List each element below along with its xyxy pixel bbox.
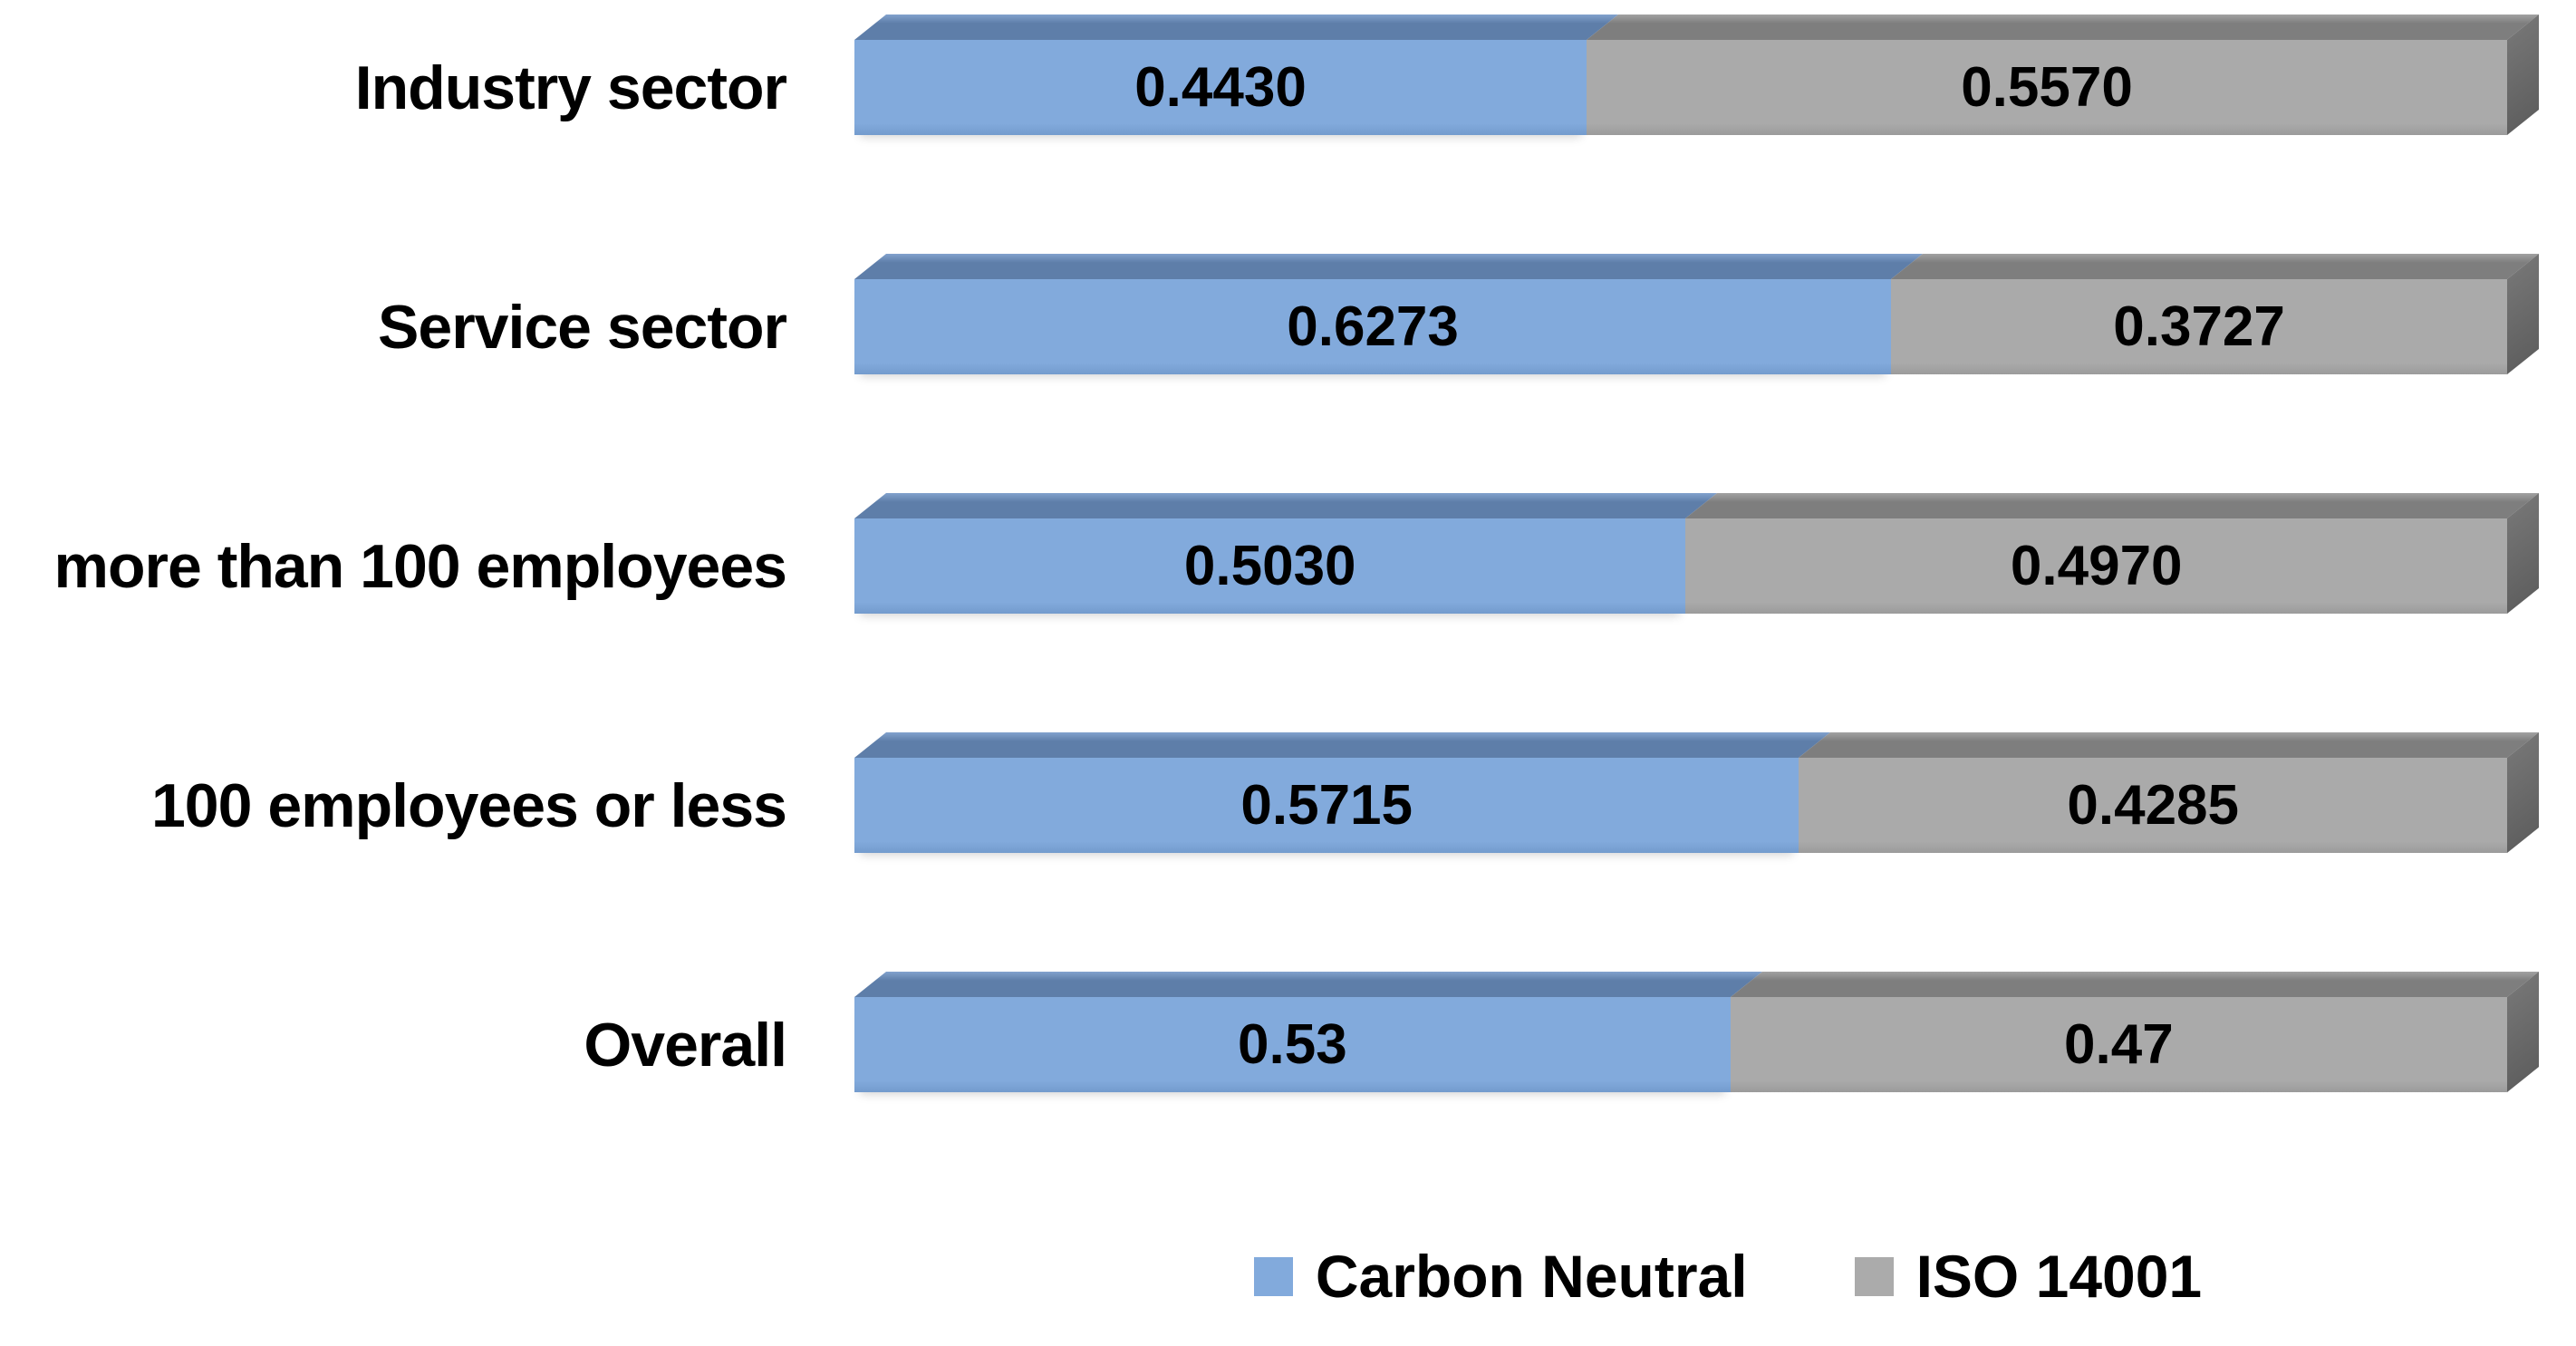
legend-label-iso-14001: ISO 14001	[1915, 1243, 2203, 1310]
segment-top-face	[1799, 732, 2539, 758]
value-label: 0.53	[1238, 1013, 1347, 1076]
category-label: Service sector	[378, 292, 787, 362]
segment-top-face	[854, 493, 1718, 518]
chart-legend: Carbon Neutral ISO 14001	[902, 1242, 2554, 1311]
value-label: 0.4285	[2067, 774, 2240, 837]
bar-row: Service sector 0.6273 0.3727	[0, 253, 2576, 374]
segment-iso-14001: 0.4285	[1799, 731, 2539, 853]
segment-top-face	[854, 972, 1762, 997]
bar-row: Industry sector 0.4430 0.5570	[0, 14, 2576, 136]
bar-rows: Industry sector 0.4430 0.5570 Service secto…	[0, 14, 2576, 1236]
bar-row: Overall 0.53 0.47	[0, 971, 2576, 1092]
segment-iso-14001: 0.5570	[1587, 14, 2539, 136]
bar-row: more than 100 employees 0.5030 0.4970	[0, 492, 2576, 614]
segment-iso-14001: 0.47	[1730, 971, 2539, 1092]
value-label: 0.5715	[1240, 774, 1413, 837]
segment-carbon-neutral: 0.4430	[854, 15, 1619, 135]
stacked-bar: 0.53 0.47	[854, 971, 2539, 1092]
value-label: 0.5030	[1183, 535, 1356, 597]
value-label: 0.3727	[2113, 295, 2285, 358]
value-label: 0.6273	[1287, 295, 1459, 358]
legend-swatch-carbon-neutral-icon	[1253, 1256, 1293, 1296]
segment-top-face	[1891, 254, 2539, 279]
segment-top-face	[1685, 493, 2539, 518]
segment-top-face	[1730, 972, 2539, 997]
segment-top-face	[1587, 15, 2539, 40]
legend-label-carbon-neutral: Carbon Neutral	[1315, 1243, 1748, 1310]
value-label: 0.4430	[1134, 56, 1307, 119]
segment-iso-14001: 0.4970	[1685, 492, 2539, 614]
category-label: more than 100 employees	[53, 531, 787, 601]
category-label: 100 employees or less	[150, 770, 787, 840]
segment-carbon-neutral: 0.5030	[854, 493, 1718, 614]
stacked-bar: 0.5030 0.4970	[854, 492, 2539, 614]
stacked-bar: 0.5715 0.4285	[854, 731, 2539, 853]
segment-top-face	[854, 15, 1619, 40]
value-label: 0.5570	[1961, 56, 2133, 119]
segment-carbon-neutral: 0.53	[854, 972, 1762, 1092]
segment-iso-14001: 0.3727	[1891, 253, 2539, 374]
value-label: 0.47	[2064, 1013, 2174, 1076]
category-label: Overall	[584, 1010, 787, 1080]
category-label: Industry sector	[354, 53, 787, 122]
value-label: 0.4970	[2010, 535, 2183, 597]
bar-row: 100 employees or less 0.5715 0.4285	[0, 731, 2576, 853]
segment-carbon-neutral: 0.5715	[854, 732, 1831, 853]
segment-carbon-neutral: 0.6273	[854, 254, 1924, 374]
stacked-bar: 0.4430 0.5570	[854, 14, 2539, 136]
legend-swatch-iso-14001-icon	[1854, 1256, 1894, 1296]
stacked-bar: 0.6273 0.3727	[854, 253, 2539, 374]
legend-item-iso-14001: ISO 14001	[1854, 1242, 2203, 1311]
segment-top-face	[854, 732, 1831, 758]
legend-item-carbon-neutral: Carbon Neutral	[1253, 1242, 1748, 1311]
segment-top-face	[854, 254, 1924, 279]
